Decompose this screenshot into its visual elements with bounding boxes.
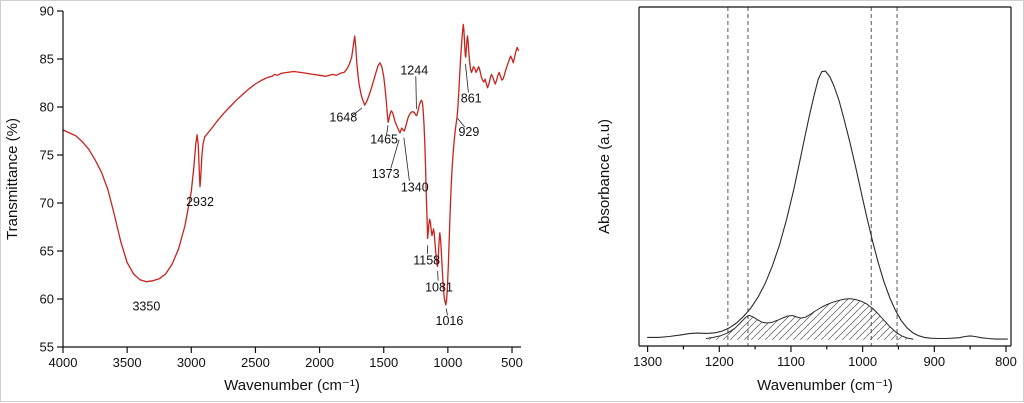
y-tick-label: 70: [40, 196, 54, 211]
y-axis-title: Transmittance (%): [4, 118, 21, 240]
peak-annotation: 1340: [401, 181, 429, 195]
y-tick-label: 85: [40, 52, 54, 67]
ftir-spectrum-line: [63, 24, 518, 304]
x-tick-label: 2500: [241, 355, 270, 370]
x-tick-label: 1300: [633, 354, 662, 369]
x-tick-label: 1500: [369, 355, 398, 370]
envelope-band-line: [648, 71, 1008, 339]
y-tick-label: 65: [40, 244, 54, 259]
transmittance-spectrum-panel: 4000 3500 3000 2500 2000 1500 1000 500 55 60 65 70 7…: [1, 1, 571, 403]
y-axis-title: Absorbance (a.u): [596, 119, 613, 234]
x-tick-label: 2000: [305, 355, 334, 370]
hatched-area: [706, 299, 912, 340]
annotation-leader-line: [404, 138, 410, 181]
x-tick-label: 1200: [705, 354, 734, 369]
peak-annotation: 1081: [425, 280, 453, 294]
peak-annotation: 1016: [436, 314, 464, 328]
y-tick-label: 55: [40, 340, 54, 355]
y-tick-label: 80: [40, 100, 54, 115]
x-tick-label: 800: [995, 354, 1017, 369]
x-tick-label: 3500: [113, 355, 142, 370]
x-tick-label: 1000: [848, 354, 877, 369]
peak-annotation: 1244: [400, 64, 428, 78]
annotation-leader-line: [465, 64, 468, 93]
x-tick-label: 4000: [49, 355, 78, 370]
y-tick-label: 90: [40, 4, 54, 19]
x-axis-title: Wavenumber (cm⁻¹): [224, 377, 360, 394]
absorbance-deconvolution-panel: 1300 1200 1100 1000 900 800 Wavenumber (cm⁻¹) A…: [593, 1, 1023, 403]
x-tick-label: 1100: [777, 354, 805, 369]
x-tick-label: 500: [501, 355, 523, 370]
x-axis-title: Wavenumber (cm⁻¹): [757, 377, 893, 394]
peak-annotation: 2932: [186, 195, 214, 209]
absorbance-deconvolution-chart: 1300 1200 1100 1000 900 800 Wavenumber (cm⁻¹) A…: [593, 1, 1023, 403]
ftir-transmittance-chart: 4000 3500 3000 2500 2000 1500 1000 500 55 60 65 70 7…: [1, 1, 571, 403]
peak-annotation: 1158: [413, 254, 440, 268]
peak-annotation: 1373: [372, 167, 400, 181]
peak-annotation: 861: [461, 91, 482, 105]
peak-annotation: 1648: [329, 111, 357, 125]
x-tick-label: 900: [923, 354, 945, 369]
y-tick-label: 60: [40, 292, 54, 307]
peak-annotation: 3350: [132, 300, 160, 314]
peak-annotation: 929: [458, 125, 479, 139]
annotation-leader-line: [416, 76, 417, 109]
x-tick-label: 3000: [177, 355, 206, 370]
y-tick-label: 75: [40, 148, 54, 163]
x-tick-label: 1000: [433, 355, 462, 370]
peak-annotation: 1465: [370, 133, 398, 147]
annotation-leader-line: [438, 271, 439, 281]
